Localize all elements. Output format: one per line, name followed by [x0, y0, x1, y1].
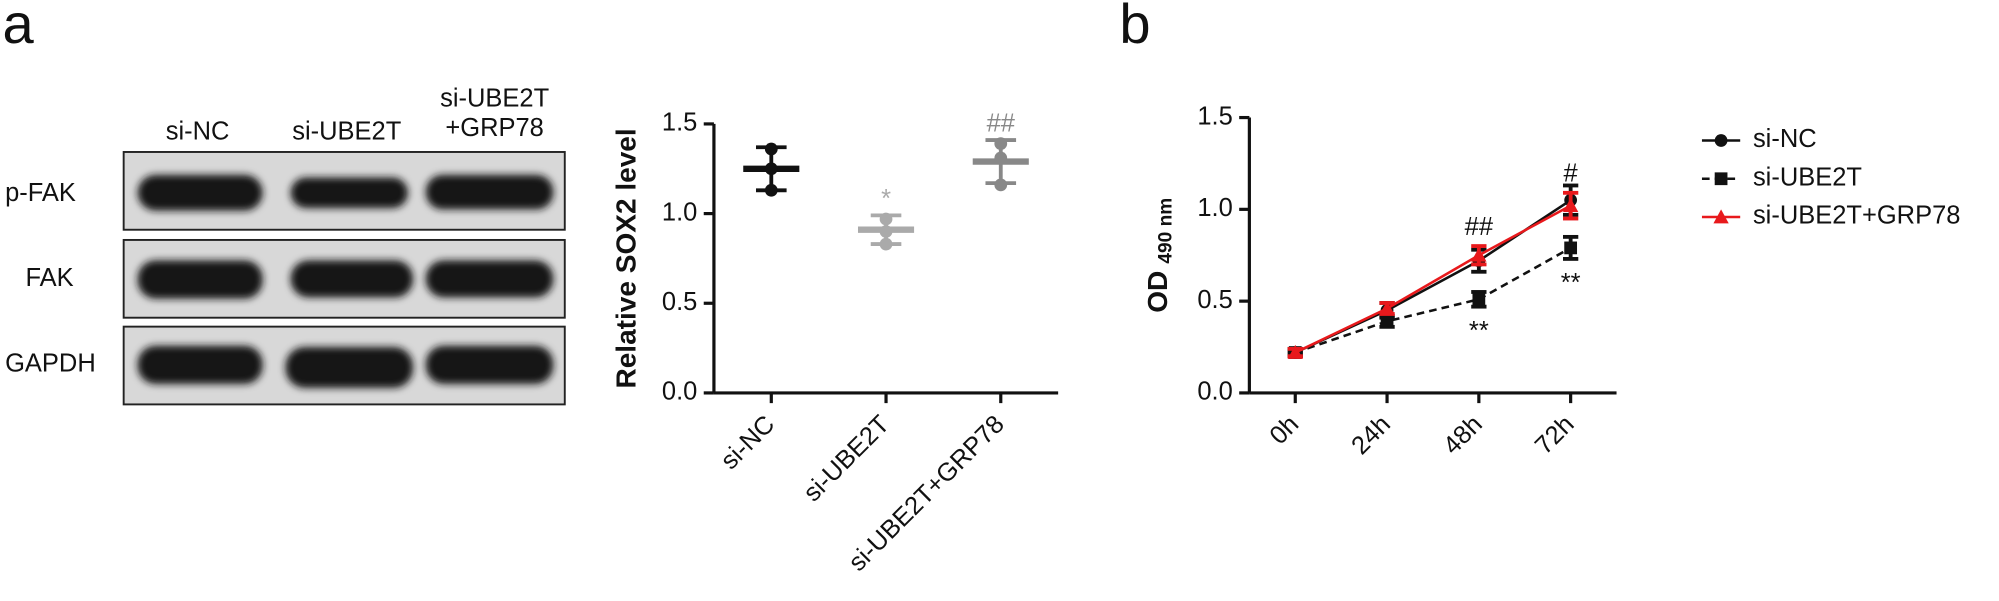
- data-point: [994, 137, 1008, 151]
- data-point: [994, 151, 1008, 165]
- blot-panel: [122, 151, 566, 406]
- data-point: [1564, 241, 1578, 255]
- row-label: GAPDH: [5, 350, 96, 378]
- series-line: [1294, 246, 1572, 354]
- data-point: [879, 225, 893, 238]
- y-tick-label: 1.5: [662, 109, 697, 137]
- data-point: [764, 183, 778, 197]
- panel-label: b: [1119, 0, 1150, 55]
- y-tick-label: 0.5: [1197, 286, 1232, 314]
- y-axis-label: OD 490 nm: [1143, 198, 1177, 313]
- legend-label: si-NC: [1753, 125, 1817, 153]
- y-axis-title: OD: [1143, 271, 1174, 313]
- x-tick-label: 72h: [1530, 410, 1580, 460]
- y-axis-subscript: 490 nm: [1156, 198, 1177, 264]
- y-tick-label: 1.0: [1197, 194, 1232, 222]
- data-point: [994, 178, 1008, 192]
- y-axis-label: Relative SOX2 level: [611, 128, 642, 388]
- data-point: [1379, 300, 1395, 315]
- data-point: [764, 142, 778, 156]
- lane-label: si-UBE2T: [440, 84, 549, 112]
- series-line: [1294, 204, 1572, 354]
- data-point: [1380, 314, 1394, 328]
- panel-label: a: [3, 0, 35, 55]
- y-tick-label: 0.0: [1197, 378, 1232, 406]
- annotation: ##: [1465, 213, 1494, 241]
- legend-marker: [1714, 134, 1728, 147]
- data-point: [1562, 198, 1579, 213]
- data-point: [1471, 247, 1487, 262]
- data-point: [1287, 344, 1303, 359]
- y-tick-label: 1.5: [1197, 102, 1232, 130]
- x-tick-label: 24h: [1346, 410, 1396, 460]
- y-tick-label: 0.5: [662, 288, 697, 316]
- data-point: [1472, 292, 1486, 306]
- lane-label: +GRP78: [445, 114, 543, 142]
- y-axis-title: Relative SOX2 level: [611, 128, 642, 388]
- row-label: p-FAK: [5, 179, 76, 207]
- lane-label: si-NC: [166, 118, 230, 146]
- series-line: [1294, 199, 1572, 354]
- annotation: #: [1564, 160, 1579, 188]
- annotation: **: [1469, 317, 1489, 345]
- annotation: *: [881, 185, 891, 213]
- x-tick-label: si-NC: [715, 410, 780, 475]
- data-point: [764, 162, 778, 176]
- lane-label: si-UBE2T: [292, 118, 401, 146]
- x-tick-label: 48h: [1438, 410, 1488, 460]
- row-label: FAK: [25, 264, 73, 292]
- y-tick-label: 1.0: [662, 198, 697, 226]
- annotation: **: [1561, 269, 1581, 297]
- legend-label: si-UBE2T: [1753, 163, 1862, 191]
- data-point: [879, 212, 893, 226]
- legend-marker: [1714, 172, 1728, 186]
- x-tick-label: si-UBE2T: [798, 410, 895, 507]
- legend-marker: [1713, 209, 1729, 224]
- annotation: ##: [987, 110, 1016, 138]
- data-point: [879, 237, 893, 251]
- x-tick-label: 0h: [1264, 410, 1304, 450]
- y-tick-label: 0.0: [662, 378, 697, 406]
- legend-label: si-UBE2T+GRP78: [1753, 202, 1960, 230]
